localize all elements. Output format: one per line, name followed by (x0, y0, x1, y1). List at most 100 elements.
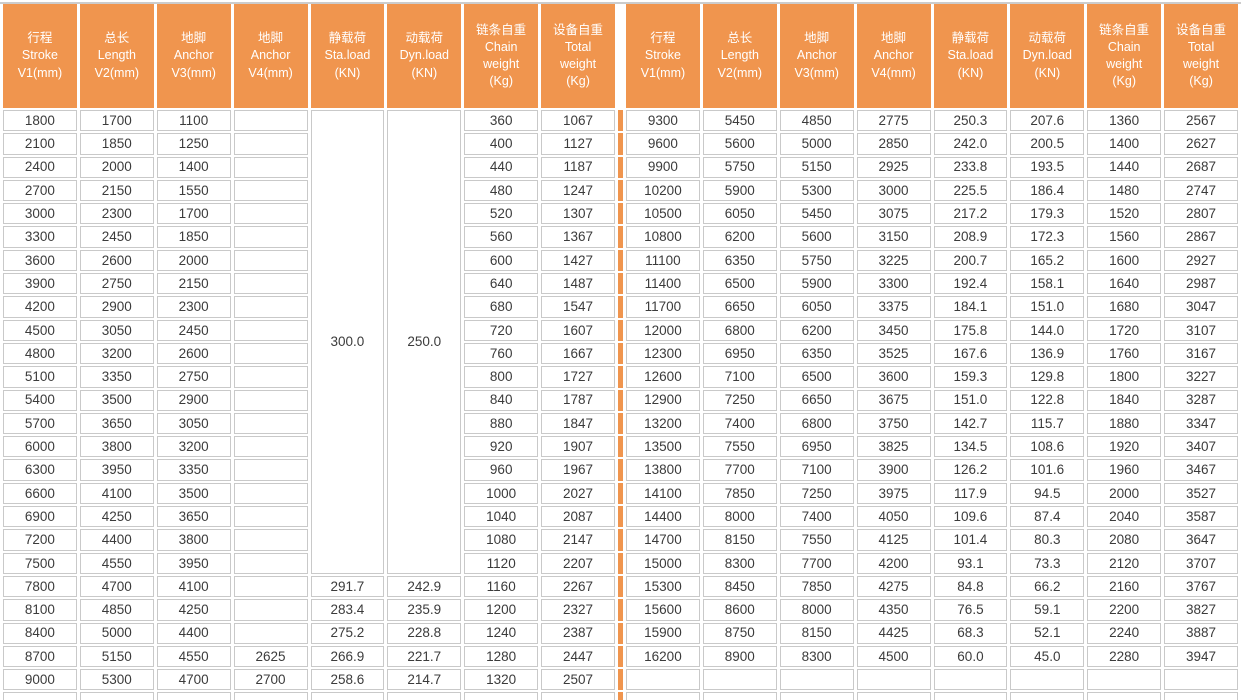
column-header-chain-weight-right: 链条自重 Chain weight (Kg) (1087, 4, 1162, 108)
table-cell: 3000 (856, 179, 931, 202)
table-divider (618, 319, 623, 341)
table-cell: 8400 (3, 622, 77, 644)
table-cell: 144.0 (1010, 319, 1085, 341)
table-divider (618, 342, 623, 365)
table-cell: 179.3 (1010, 203, 1085, 225)
table-cell: 8150 (779, 622, 854, 644)
table-cell: 2927 (1164, 249, 1238, 272)
table-row: 7200 4400 3800 1080 2147 14700 8150 7550 4125 101… (3, 529, 1238, 551)
table-cell: 600 (464, 249, 539, 272)
table-divider (618, 669, 623, 691)
table-cell: 214.7 (387, 669, 462, 691)
table-cell: 93.1 (933, 552, 1008, 574)
table-cell: 6500 (779, 366, 854, 388)
table-cell: 3675 (856, 389, 931, 411)
table-cell: 4700 (79, 575, 154, 598)
table-cell: 3500 (156, 482, 231, 505)
table-cell: 136.9 (1010, 342, 1085, 365)
table-cell: 3650 (156, 506, 231, 528)
table-cell: 3767 (1164, 575, 1238, 598)
table-row: 3300 2450 1850 560 1367 10800 6200 5600 3150 208.… (3, 226, 1238, 248)
table-cell: 115.7 (1010, 412, 1085, 435)
table-cell: 8450 (702, 575, 777, 598)
table-cell: 7700 (779, 552, 854, 574)
table-cell: 6350 (779, 342, 854, 365)
table-cell (702, 692, 777, 700)
table-cell: 440 (464, 156, 539, 178)
table-cell (233, 552, 308, 574)
table-cell: 4100 (156, 575, 231, 598)
table-cell: 3000 (3, 203, 77, 225)
table-cell: 4125 (856, 529, 931, 551)
table-divider (618, 389, 623, 411)
table-cell (1010, 692, 1085, 700)
table-cell: 1367 (541, 226, 615, 248)
table-cell: 266.9 (310, 645, 385, 668)
table-cell: 2750 (79, 273, 154, 295)
table-cell: 520 (464, 203, 539, 225)
table-cell: 2867 (1164, 226, 1238, 248)
table-cell: 1680 (1087, 296, 1162, 318)
table-cell: 1080 (464, 529, 539, 551)
table-cell: 2000 (1087, 482, 1162, 505)
table-cell: 7850 (702, 482, 777, 505)
table-cell: 2627 (1164, 133, 1238, 155)
table-cell: 4800 (3, 342, 77, 365)
table-cell: 3450 (856, 319, 931, 341)
table-cell: 3300 (3, 226, 77, 248)
table-row: 6300 3950 3350 960 1967 13800 7700 7100 3900 126.… (3, 459, 1238, 481)
table-cell: 7250 (779, 482, 854, 505)
table-cell: 1400 (156, 156, 231, 178)
table-cell: 1440 (1087, 156, 1162, 178)
column-header-total-weight-right: 设备自重 Total weight (Kg) (1164, 4, 1238, 108)
table-header: 行程 Stroke V1(mm) 总长 Length V2(mm) 地脚 Ancho… (3, 4, 1238, 108)
table-cell: 3750 (856, 412, 931, 435)
table-cell: 400 (464, 133, 539, 155)
table-cell: 6200 (702, 226, 777, 248)
table-cell: 2150 (156, 273, 231, 295)
table-cell (233, 506, 308, 528)
table-cell: 5750 (702, 156, 777, 178)
table-cell: 2120 (1087, 552, 1162, 574)
table-cell: 12600 (626, 366, 700, 388)
table-cell: 6800 (702, 319, 777, 341)
table-cell: 159.3 (933, 366, 1008, 388)
table-cell: 6650 (779, 389, 854, 411)
table-cell: 3500 (79, 389, 154, 411)
table-cell: 59.1 (1010, 599, 1085, 621)
table-cell (233, 249, 308, 272)
table-cell: 68.3 (933, 622, 1008, 644)
table-cell: 640 (464, 273, 539, 295)
table-cell (233, 575, 308, 598)
table-cell: 6500 (702, 273, 777, 295)
table-cell: 1840 (1087, 389, 1162, 411)
table-cell: 2507 (541, 669, 615, 691)
column-header-dyn-load-left: 动载荷 Dyn.load (KN) (387, 4, 462, 108)
table-cell: 4425 (856, 622, 931, 644)
table-cell: 3300 (856, 273, 931, 295)
table-cell: 3707 (1164, 552, 1238, 574)
table-cell (779, 669, 854, 691)
table-cell (233, 203, 308, 225)
table-cell: 66.2 (1010, 575, 1085, 598)
table-cell: 6050 (779, 296, 854, 318)
header-divider-gap (618, 4, 623, 108)
table-cell: 7400 (702, 412, 777, 435)
table-cell: 3647 (1164, 529, 1238, 551)
table-cell: 4250 (156, 599, 231, 621)
table-cell: 4400 (156, 622, 231, 644)
table-cell: 15000 (626, 552, 700, 574)
column-header-dyn-load-right: 动载荷 Dyn.load (KN) (1010, 4, 1085, 108)
table-cell: 2747 (1164, 179, 1238, 202)
table-cell: 2300 (79, 203, 154, 225)
table-cell: 60.0 (933, 645, 1008, 668)
table-cell: 760 (464, 342, 539, 365)
table-cell (933, 669, 1008, 691)
table-cell: 2200 (1087, 599, 1162, 621)
table-cell: 5450 (779, 203, 854, 225)
table-cell: 1760 (1087, 342, 1162, 365)
table-cell: 3225 (856, 249, 931, 272)
table-cell: 1907 (541, 436, 615, 458)
table-cell: 217.2 (933, 203, 1008, 225)
